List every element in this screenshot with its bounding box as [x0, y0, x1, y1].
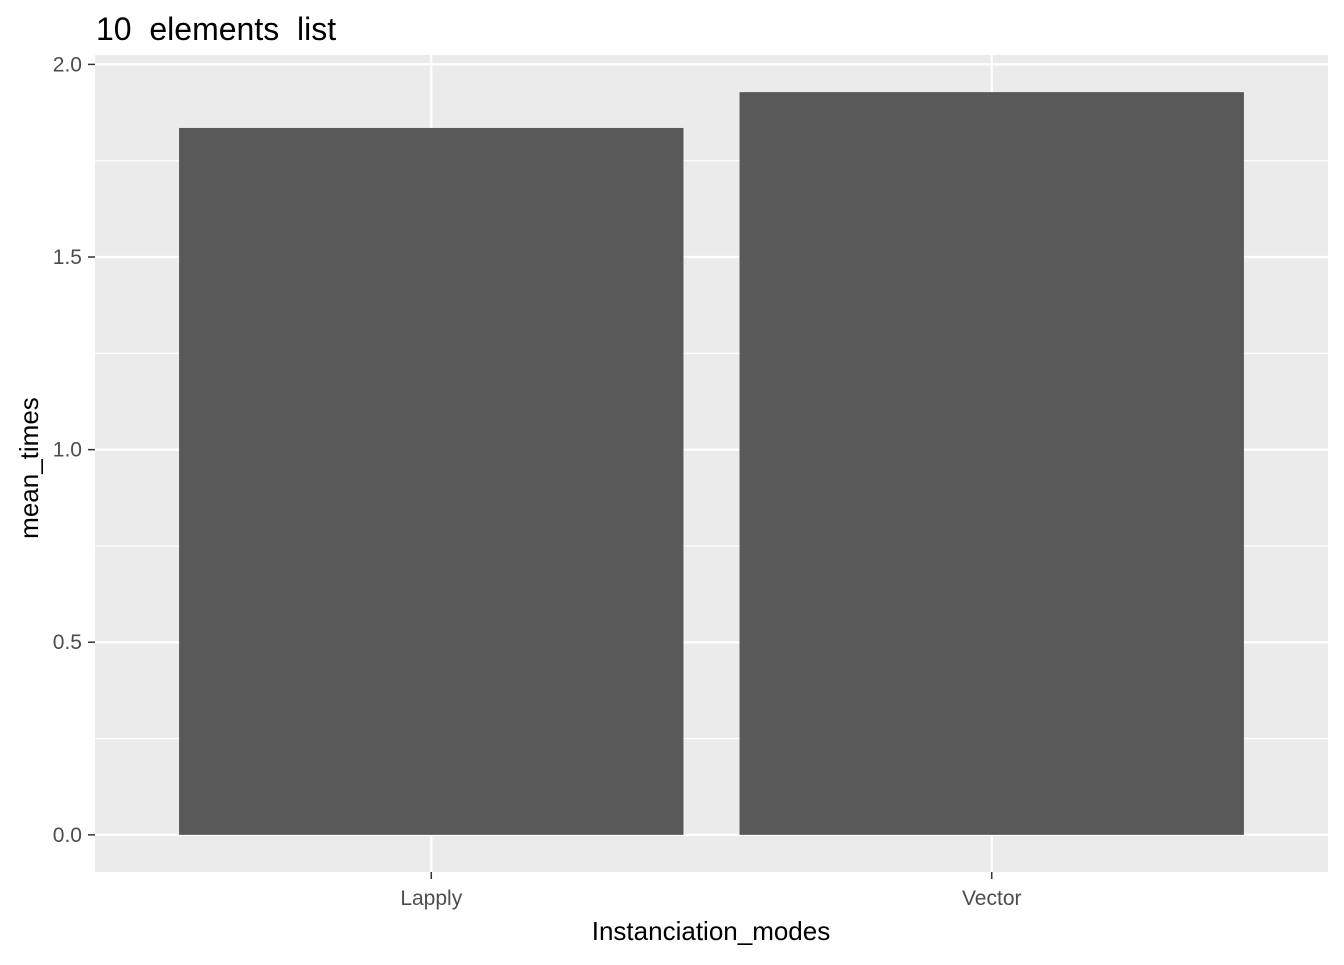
x-axis: Lapply Vector [400, 872, 1022, 910]
bar-lapply [179, 127, 684, 835]
y-tick-label: 0.0 [53, 824, 82, 847]
chart-title: 10 elements list [96, 11, 336, 47]
x-axis-title: Instanciation_modes [592, 916, 830, 946]
bars [179, 92, 1244, 835]
y-axis-title: mean_times [14, 397, 44, 539]
y-tick-label: 1.5 [53, 246, 82, 269]
y-tick-label: 1.0 [53, 439, 82, 462]
x-tick-label: Lapply [400, 887, 462, 910]
bar-vector [739, 92, 1244, 835]
y-tick-label: 2.0 [53, 53, 82, 76]
y-tick-label: 0.5 [53, 631, 82, 654]
y-axis: 0.0 0.5 1.0 1.5 2.0 [53, 53, 95, 847]
x-tick-label: Vector [962, 887, 1022, 910]
